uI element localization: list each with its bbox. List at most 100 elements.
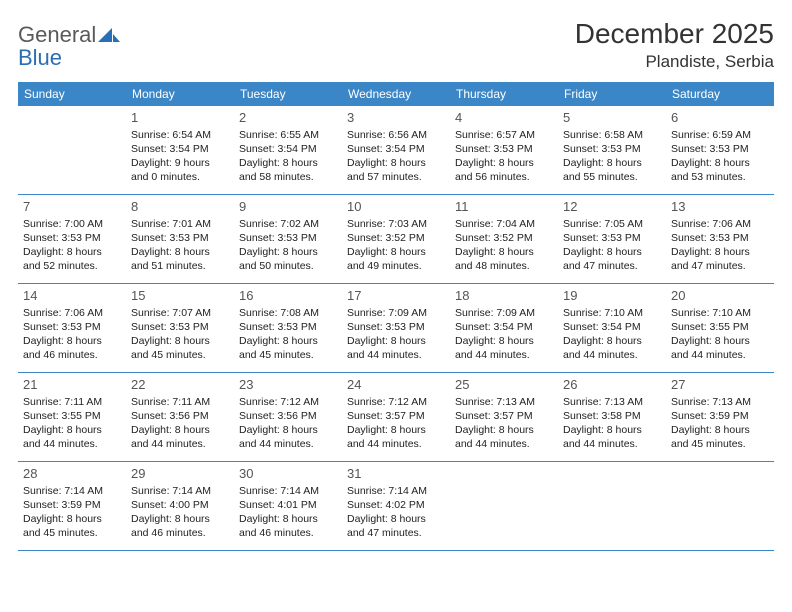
day-number: 20	[671, 287, 769, 305]
daylight-text: Daylight: 8 hours and 44 minutes.	[347, 334, 445, 362]
daylight-text: Daylight: 8 hours and 50 minutes.	[239, 245, 337, 273]
day-number: 24	[347, 376, 445, 394]
logo-word2: Blue	[18, 45, 62, 70]
sunset-text: Sunset: 3:53 PM	[23, 231, 121, 245]
sunset-text: Sunset: 3:54 PM	[563, 320, 661, 334]
sunrise-text: Sunrise: 7:11 AM	[131, 395, 229, 409]
day-cell: 30Sunrise: 7:14 AMSunset: 4:01 PMDayligh…	[234, 462, 342, 550]
daylight-text: Daylight: 8 hours and 44 minutes.	[23, 423, 121, 451]
daylight-text: Daylight: 8 hours and 45 minutes.	[23, 512, 121, 540]
sunset-text: Sunset: 3:55 PM	[671, 320, 769, 334]
sunset-text: Sunset: 3:57 PM	[455, 409, 553, 423]
sunset-text: Sunset: 3:53 PM	[563, 142, 661, 156]
sunrise-text: Sunrise: 6:59 AM	[671, 128, 769, 142]
sunset-text: Sunset: 3:56 PM	[131, 409, 229, 423]
sunset-text: Sunset: 3:54 PM	[347, 142, 445, 156]
daylight-text: Daylight: 8 hours and 44 minutes.	[563, 423, 661, 451]
daylight-text: Daylight: 8 hours and 45 minutes.	[671, 423, 769, 451]
day-number: 18	[455, 287, 553, 305]
day-cell: 12Sunrise: 7:05 AMSunset: 3:53 PMDayligh…	[558, 195, 666, 283]
daylight-text: Daylight: 8 hours and 45 minutes.	[239, 334, 337, 362]
day-cell: 25Sunrise: 7:13 AMSunset: 3:57 PMDayligh…	[450, 373, 558, 461]
sunrise-text: Sunrise: 7:07 AM	[131, 306, 229, 320]
sunset-text: Sunset: 3:53 PM	[239, 320, 337, 334]
daylight-text: Daylight: 8 hours and 52 minutes.	[23, 245, 121, 273]
day-cell: 31Sunrise: 7:14 AMSunset: 4:02 PMDayligh…	[342, 462, 450, 550]
daylight-text: Daylight: 8 hours and 47 minutes.	[347, 512, 445, 540]
day-number: 14	[23, 287, 121, 305]
sunset-text: Sunset: 3:53 PM	[671, 231, 769, 245]
sunrise-text: Sunrise: 6:54 AM	[131, 128, 229, 142]
sunrise-text: Sunrise: 7:14 AM	[23, 484, 121, 498]
sunrise-text: Sunrise: 6:58 AM	[563, 128, 661, 142]
weekday-header: Sunday	[18, 82, 126, 106]
sunset-text: Sunset: 3:53 PM	[23, 320, 121, 334]
day-cell: 27Sunrise: 7:13 AMSunset: 3:59 PMDayligh…	[666, 373, 774, 461]
day-number: 21	[23, 376, 121, 394]
day-cell: 20Sunrise: 7:10 AMSunset: 3:55 PMDayligh…	[666, 284, 774, 372]
day-cell: 5Sunrise: 6:58 AMSunset: 3:53 PMDaylight…	[558, 106, 666, 194]
day-cell: 23Sunrise: 7:12 AMSunset: 3:56 PMDayligh…	[234, 373, 342, 461]
daylight-text: Daylight: 8 hours and 57 minutes.	[347, 156, 445, 184]
day-cell: 17Sunrise: 7:09 AMSunset: 3:53 PMDayligh…	[342, 284, 450, 372]
day-cell	[666, 462, 774, 550]
day-number: 26	[563, 376, 661, 394]
day-cell	[558, 462, 666, 550]
day-cell: 3Sunrise: 6:56 AMSunset: 3:54 PMDaylight…	[342, 106, 450, 194]
weekday-header: Saturday	[666, 82, 774, 106]
sunset-text: Sunset: 3:54 PM	[131, 142, 229, 156]
daylight-text: Daylight: 8 hours and 58 minutes.	[239, 156, 337, 184]
day-number: 27	[671, 376, 769, 394]
calendar-page: General Blue December 2025 Plandiste, Se…	[0, 0, 792, 551]
day-number: 19	[563, 287, 661, 305]
day-cell: 29Sunrise: 7:14 AMSunset: 4:00 PMDayligh…	[126, 462, 234, 550]
sunrise-text: Sunrise: 7:09 AM	[347, 306, 445, 320]
day-number: 6	[671, 109, 769, 127]
week-row: 7Sunrise: 7:00 AMSunset: 3:53 PMDaylight…	[18, 195, 774, 284]
sunrise-text: Sunrise: 7:09 AM	[455, 306, 553, 320]
sunrise-text: Sunrise: 7:08 AM	[239, 306, 337, 320]
day-cell: 9Sunrise: 7:02 AMSunset: 3:53 PMDaylight…	[234, 195, 342, 283]
sunrise-text: Sunrise: 6:57 AM	[455, 128, 553, 142]
sunrise-text: Sunrise: 6:55 AM	[239, 128, 337, 142]
day-number: 23	[239, 376, 337, 394]
weekday-header: Thursday	[450, 82, 558, 106]
daylight-text: Daylight: 8 hours and 46 minutes.	[23, 334, 121, 362]
sunrise-text: Sunrise: 7:13 AM	[455, 395, 553, 409]
weekday-header: Monday	[126, 82, 234, 106]
sunset-text: Sunset: 3:59 PM	[23, 498, 121, 512]
daylight-text: Daylight: 8 hours and 44 minutes.	[239, 423, 337, 451]
sail-icon	[98, 26, 120, 47]
weeks-container: 1Sunrise: 6:54 AMSunset: 3:54 PMDaylight…	[18, 106, 774, 551]
day-number: 4	[455, 109, 553, 127]
day-cell	[450, 462, 558, 550]
sunrise-text: Sunrise: 7:02 AM	[239, 217, 337, 231]
day-cell: 21Sunrise: 7:11 AMSunset: 3:55 PMDayligh…	[18, 373, 126, 461]
sunset-text: Sunset: 3:54 PM	[455, 320, 553, 334]
sunrise-text: Sunrise: 7:05 AM	[563, 217, 661, 231]
sunset-text: Sunset: 3:55 PM	[23, 409, 121, 423]
day-cell: 24Sunrise: 7:12 AMSunset: 3:57 PMDayligh…	[342, 373, 450, 461]
day-cell: 1Sunrise: 6:54 AMSunset: 3:54 PMDaylight…	[126, 106, 234, 194]
daylight-text: Daylight: 8 hours and 51 minutes.	[131, 245, 229, 273]
daylight-text: Daylight: 8 hours and 48 minutes.	[455, 245, 553, 273]
month-title: December 2025	[575, 18, 774, 50]
weekday-header: Friday	[558, 82, 666, 106]
sunrise-text: Sunrise: 7:03 AM	[347, 217, 445, 231]
sunset-text: Sunset: 3:53 PM	[131, 231, 229, 245]
weekday-header: Wednesday	[342, 82, 450, 106]
day-cell: 6Sunrise: 6:59 AMSunset: 3:53 PMDaylight…	[666, 106, 774, 194]
sunrise-text: Sunrise: 7:00 AM	[23, 217, 121, 231]
daylight-text: Daylight: 8 hours and 44 minutes.	[455, 334, 553, 362]
daylight-text: Daylight: 8 hours and 53 minutes.	[671, 156, 769, 184]
day-number: 16	[239, 287, 337, 305]
day-number: 13	[671, 198, 769, 216]
sunrise-text: Sunrise: 7:11 AM	[23, 395, 121, 409]
day-cell: 10Sunrise: 7:03 AMSunset: 3:52 PMDayligh…	[342, 195, 450, 283]
weekday-header-row: Sunday Monday Tuesday Wednesday Thursday…	[18, 82, 774, 106]
logo-word1: General	[18, 22, 96, 47]
sunrise-text: Sunrise: 7:13 AM	[671, 395, 769, 409]
day-cell: 18Sunrise: 7:09 AMSunset: 3:54 PMDayligh…	[450, 284, 558, 372]
day-number: 17	[347, 287, 445, 305]
sunset-text: Sunset: 3:53 PM	[563, 231, 661, 245]
